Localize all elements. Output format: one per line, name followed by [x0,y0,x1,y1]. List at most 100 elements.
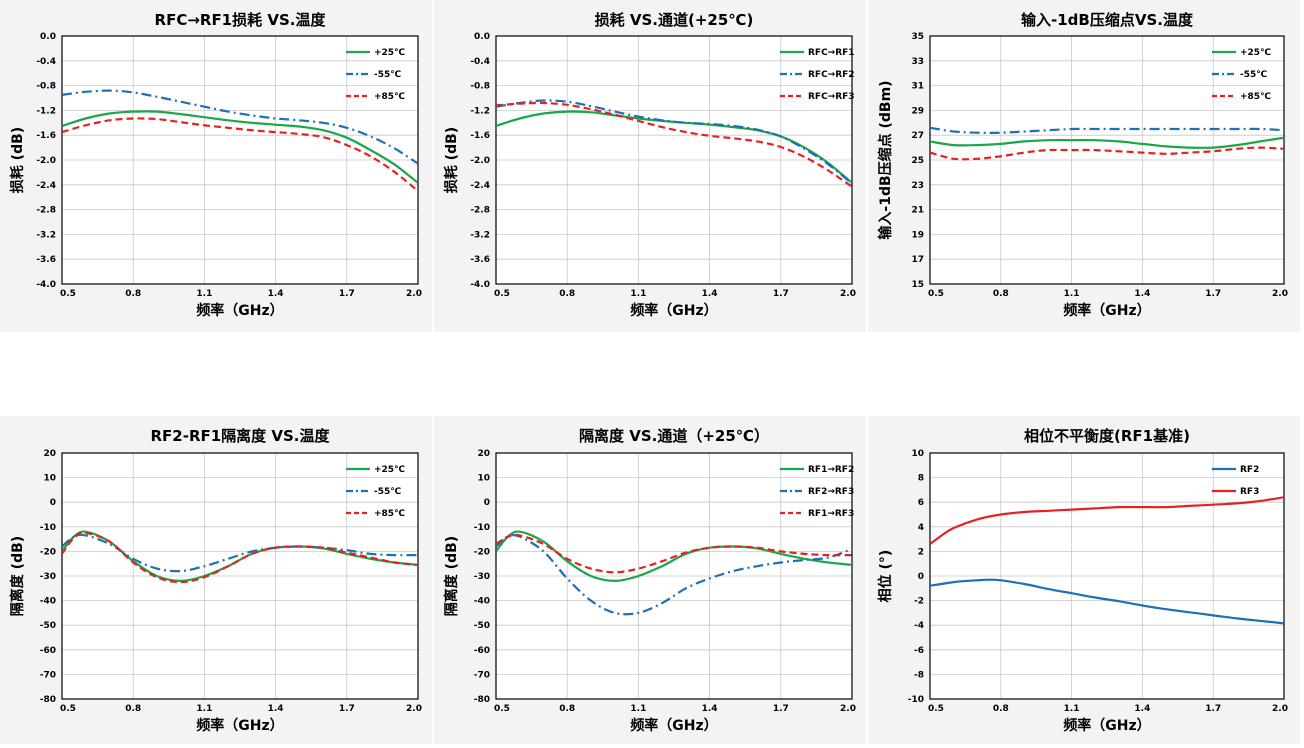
y-tick-label: -70 [40,670,56,680]
x-tick-label: 1.4 [268,289,284,299]
y-tick-label: -2 [914,597,924,607]
x-tick-label: 1.4 [702,289,718,299]
x-tick-label: 2.0 [840,289,856,299]
y-tick-label: -3.6 [36,255,56,265]
chart-title: 损耗 VS.通道(+25℃) [595,11,754,29]
x-tick-label: 1.1 [630,704,646,714]
y-tick-label: 25 [911,156,924,166]
chart-title: 相位不平衡度(RF1基准) [1024,427,1190,445]
legend-label: RFC→RF3 [808,92,855,102]
y-tick-label: 27 [911,131,924,141]
x-axis-label: 频率（GHz） [1063,717,1150,734]
legend-label: -55℃ [1240,70,1267,80]
chart-title: 隔离度 VS.通道（+25℃） [579,427,769,445]
x-tick-label: 1.7 [339,289,355,299]
y-tick-label: 0.0 [474,32,490,42]
y-tick-label: -1.6 [36,131,56,141]
x-tick-label: 0.8 [559,289,575,299]
y-tick-label: 2 [918,547,924,557]
x-tick-label: 0.8 [125,289,141,299]
series-line-2 [930,126,1284,134]
x-tick-label: 1.7 [773,289,789,299]
y-axis-label: 隔离度 (dB) [443,536,460,616]
y-axis-label: 输入-1dB压缩点 (dBm) [877,80,894,239]
legend-label: RF3 [1240,487,1259,497]
chart-3: 15 17 19 21 23 25 27 29 31 33 35 0.5 0.8 1.1 1.4 1.7 2.0… [868,0,1300,332]
y-axis-label: 损耗 (dB) [443,127,460,193]
x-tick-label: 0.8 [559,704,575,714]
y-tick-label: 17 [911,255,924,265]
y-tick-label: -10 [474,523,490,533]
y-tick-label: -0.8 [36,82,56,92]
y-tick-label: 31 [911,82,924,92]
y-tick-label: 0 [918,572,924,582]
y-axis-label: 损耗 (dB) [9,127,26,193]
chart-title: 输入-1dB压缩点VS.温度 [1021,11,1194,29]
chart-2: 0.0 -0.4 -0.8 -1.2 -1.6 -2.0 -2.4 -2.8 -3.2 -3.6 -… [434,0,866,332]
legend-label: +85℃ [374,92,405,102]
x-tick-label: 2.0 [840,704,856,714]
chart-5: 20 10 0 -10 -20 -30 -40 -50 -60 -70 -80 0.5 0.8 1.1 1.… [434,416,866,744]
x-axis-label: 频率（GHz） [196,302,283,319]
series-line-1 [930,578,1284,625]
y-tick-label: -40 [40,597,56,607]
series-line-3 [62,531,418,584]
plot-border [495,35,853,285]
y-tick-label: 0 [50,498,56,508]
y-tick-label: 6 [918,498,924,508]
y-tick-label: 0.0 [40,32,56,42]
legend-label: +85℃ [374,509,405,519]
y-tick-label: 10 [911,449,924,459]
legend-label: RFC→RF1 [808,48,855,58]
plot-border [61,452,419,700]
y-tick-label: -8 [914,670,924,680]
y-tick-label: -50 [40,621,56,631]
x-tick-label: 0.5 [60,704,76,714]
plot-border [61,35,419,285]
x-tick-label: 1.4 [702,704,718,714]
x-axis-label: 频率（GHz） [630,302,717,319]
x-axis-label: 频率（GHz） [1063,302,1150,319]
x-tick-label: 0.5 [928,289,944,299]
y-tick-label: -1.6 [470,131,490,141]
x-tick-label: 2.0 [406,289,422,299]
series-line-2 [496,99,852,185]
x-tick-label: 0.8 [125,704,141,714]
legend-label: +25℃ [374,465,405,475]
series-line-3 [62,117,418,192]
series-line-3 [930,146,1284,161]
x-tick-label: 1.1 [196,704,212,714]
y-tick-label: -0.4 [36,57,56,67]
legend-label: RF2 [1240,465,1259,475]
legend-label: RF1→RF3 [808,509,854,519]
y-tick-label: -2.4 [470,181,490,191]
x-tick-label: 1.4 [1134,289,1150,299]
series-line-2 [62,533,418,573]
series-line-3 [496,101,852,188]
legend-label: +25℃ [374,48,405,58]
y-tick-label: 20 [477,449,490,459]
x-tick-label: 0.8 [993,289,1009,299]
y-tick-label: -50 [474,621,490,631]
y-tick-label: -1.2 [470,106,490,116]
y-tick-label: -2.0 [36,156,56,166]
y-tick-label: 21 [911,206,924,216]
chart-1: 0.0 -0.4 -0.8 -1.2 -1.6 -2.0 -2.4 -2.8 -3.2 -3.6 -… [0,0,432,332]
y-tick-label: -10 [908,695,924,705]
chart-title: RFC→RF1损耗 VS.温度 [155,11,327,29]
y-axis-label: 隔离度 (dB) [9,536,26,616]
legend-label: +85℃ [1240,92,1271,102]
y-tick-label: -3.2 [470,230,490,240]
y-tick-label: -60 [474,646,490,656]
plot-border [929,35,1285,285]
x-tick-label: 0.5 [494,704,510,714]
x-tick-label: 2.0 [1272,704,1288,714]
chart-4: 20 10 0 -10 -20 -30 -40 -50 -60 -70 -80 0.5 0.8 1.1 1.… [0,416,432,744]
y-tick-label: -70 [474,670,490,680]
y-tick-label: 23 [911,181,924,191]
x-tick-label: 1.4 [268,704,284,714]
x-tick-label: 2.0 [1272,289,1288,299]
y-tick-label: -30 [474,572,490,582]
